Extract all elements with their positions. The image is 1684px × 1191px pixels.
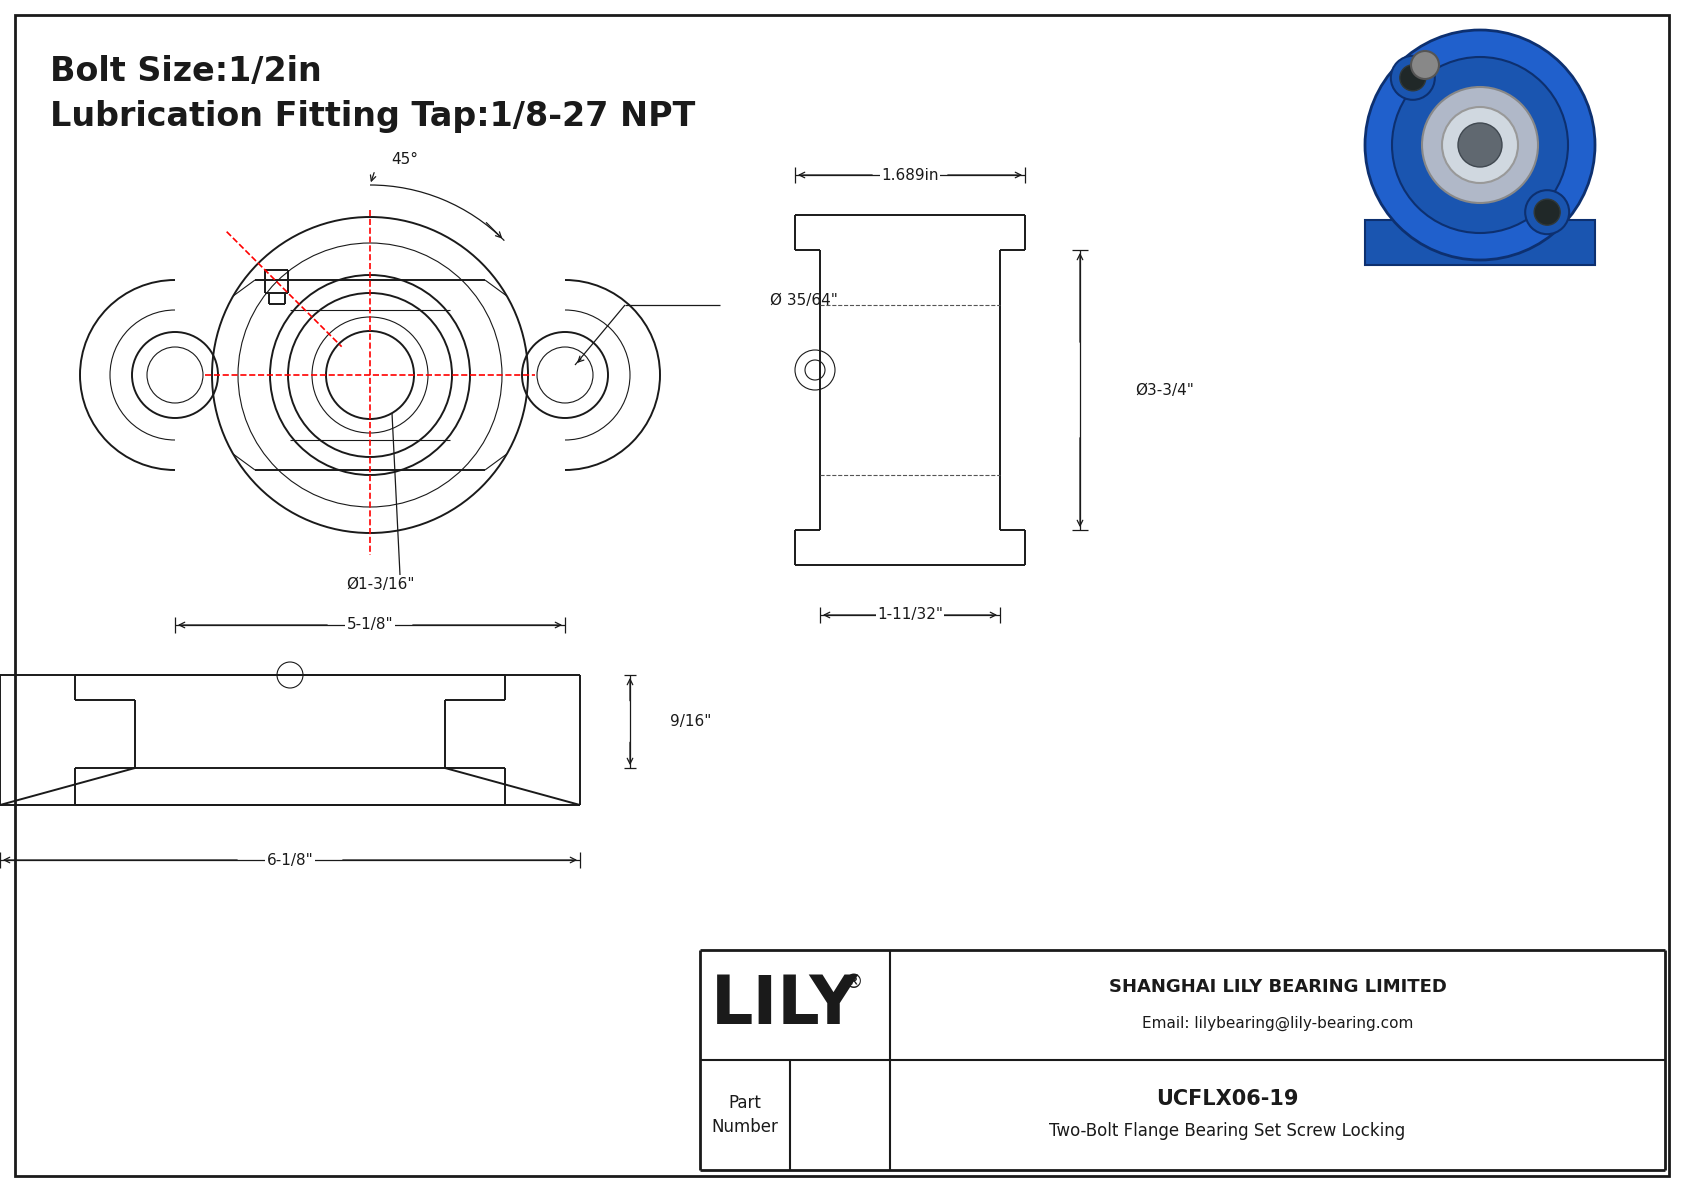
- Text: UCFLX06-19: UCFLX06-19: [1157, 1089, 1298, 1109]
- Text: Ø 35/64": Ø 35/64": [770, 293, 839, 307]
- Circle shape: [1411, 51, 1440, 79]
- Text: 1-11/32": 1-11/32": [877, 607, 943, 623]
- Circle shape: [1526, 191, 1569, 235]
- Text: 45°: 45°: [391, 152, 419, 168]
- Text: LILY: LILY: [711, 972, 859, 1039]
- Circle shape: [1366, 30, 1595, 260]
- Text: Bolt Size:1/2in: Bolt Size:1/2in: [51, 55, 322, 88]
- Text: SHANGHAI LILY BEARING LIMITED: SHANGHAI LILY BEARING LIMITED: [1108, 978, 1447, 996]
- Circle shape: [1399, 64, 1426, 91]
- Text: Two-Bolt Flange Bearing Set Screw Locking: Two-Bolt Flange Bearing Set Screw Lockin…: [1049, 1122, 1406, 1140]
- Text: Number: Number: [712, 1118, 778, 1136]
- Circle shape: [1421, 87, 1537, 202]
- Text: Ø3-3/4": Ø3-3/4": [1135, 382, 1194, 398]
- Text: 6-1/8": 6-1/8": [266, 853, 313, 867]
- Circle shape: [1391, 56, 1435, 100]
- Circle shape: [1442, 107, 1517, 183]
- Text: Ø1-3/16": Ø1-3/16": [345, 578, 414, 592]
- Text: 1.689in: 1.689in: [881, 168, 938, 182]
- Circle shape: [1458, 123, 1502, 167]
- Text: Email: lilybearing@lily-bearing.com: Email: lilybearing@lily-bearing.com: [1142, 1016, 1413, 1030]
- Text: ®: ®: [844, 973, 862, 992]
- Text: Part: Part: [729, 1095, 761, 1112]
- Bar: [1366, 220, 1595, 266]
- Text: Lubrication Fitting Tap:1/8-27 NPT: Lubrication Fitting Tap:1/8-27 NPT: [51, 100, 695, 133]
- Circle shape: [1393, 57, 1568, 233]
- Text: 9/16": 9/16": [670, 713, 711, 729]
- Text: 5-1/8": 5-1/8": [347, 617, 394, 632]
- Circle shape: [1534, 199, 1559, 225]
